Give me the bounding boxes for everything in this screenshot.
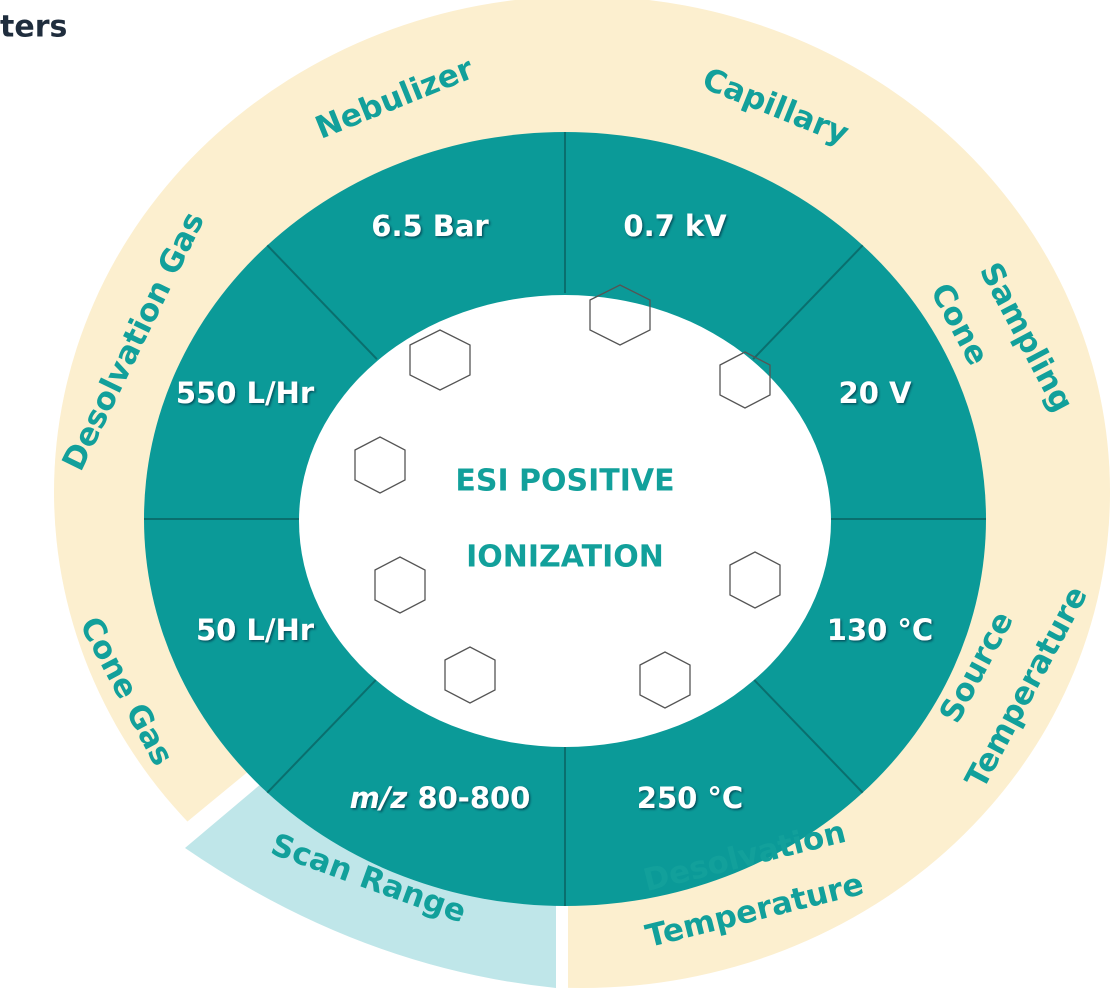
center-text: ESI POSITIVE bbox=[455, 464, 674, 499]
center-circle bbox=[299, 295, 831, 747]
parameter-value: 0.7 kV bbox=[623, 209, 727, 243]
parameter-value: 550 L/Hr bbox=[176, 376, 315, 410]
value-text: 0.7 kV bbox=[623, 209, 727, 243]
value-text: 6.5 Bar bbox=[371, 209, 489, 243]
divider bbox=[752, 244, 864, 360]
center-text: IONIZATION bbox=[466, 540, 664, 575]
divider bbox=[266, 244, 378, 360]
parameter-value: 250 °C bbox=[637, 781, 743, 815]
parameter-value: 130 °C bbox=[827, 613, 933, 647]
value-text: 80-800 bbox=[417, 781, 530, 815]
parameter-value: 20 V bbox=[839, 376, 912, 410]
molecule-sketches bbox=[354, 284, 781, 709]
value-unit: m/z bbox=[350, 781, 408, 815]
divider bbox=[266, 678, 378, 794]
value-text: 20 V bbox=[839, 376, 912, 410]
divider bbox=[752, 678, 864, 794]
dividers bbox=[144, 132, 986, 906]
title: ters bbox=[0, 10, 67, 45]
value-text: 550 L/Hr bbox=[176, 376, 315, 410]
scan-range-segment bbox=[185, 778, 556, 988]
parameter-value: m/z 80-800 bbox=[350, 781, 531, 815]
parameter-value: 6.5 Bar bbox=[371, 209, 489, 243]
value-text: 250 °C bbox=[637, 781, 743, 815]
value-text: 50 L/Hr bbox=[196, 613, 315, 647]
parameter-value: 50 L/Hr bbox=[196, 613, 315, 647]
value-text: 130 °C bbox=[827, 613, 933, 647]
